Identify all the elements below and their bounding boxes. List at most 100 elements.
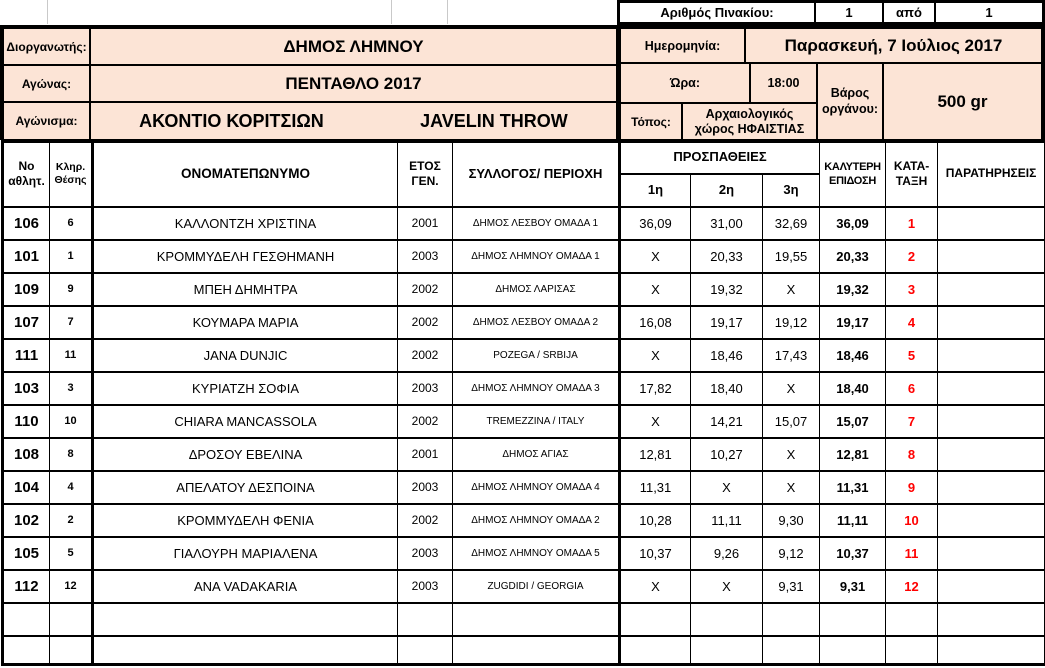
rank: 4 — [885, 304, 939, 340]
draw-position: 11 — [49, 337, 93, 373]
venue-value: Αρχαιολογικός χώρος ΗΦΑΙΣΤΙΑΣ — [682, 103, 817, 140]
col-header-attempt-3: 3η — [761, 172, 821, 208]
col-header-remarks: ΠΑΡΑΤΗΡΗΣΕΙΣ — [937, 140, 1045, 208]
table-row-empty — [2, 601, 1045, 637]
attempt-2: X — [690, 469, 763, 505]
event-name-english: JAVELIN THROW — [420, 110, 568, 131]
draw-position: 9 — [49, 271, 93, 307]
attempt-1: X — [618, 238, 691, 274]
rank: 5 — [885, 337, 939, 373]
implement-weight-value: 500 gr — [883, 63, 1042, 140]
athlete-name — [91, 634, 398, 666]
athlete-number: 101 — [2, 238, 50, 274]
table-row-empty — [2, 634, 1045, 666]
board-of-label: από — [883, 2, 935, 23]
board-total-value: 1 — [935, 2, 1043, 23]
attempt-3: 19,12 — [761, 304, 821, 340]
remarks — [937, 304, 1045, 340]
birth-year — [397, 634, 453, 666]
birth-year: 2002 — [397, 304, 453, 340]
rank: 1 — [885, 205, 939, 241]
rank: 6 — [885, 370, 939, 406]
draw-position: 8 — [49, 436, 93, 472]
athlete-name — [91, 601, 398, 637]
athlete-number: 110 — [2, 403, 50, 439]
attempt-3: 9,12 — [761, 535, 821, 571]
best-performance: 9,31 — [819, 568, 887, 604]
athlete-name: ΚΡΟΜΜΥΔΕΛΗ ΓΕΣΘΗΜΑΝΗ — [91, 238, 398, 274]
athlete-name: ΜΠΕΗ ΔΗΜΗΤΡΑ — [91, 271, 398, 307]
club-region: ΔΗΜΟΣ ΑΓΙΑΣ — [452, 436, 620, 472]
remarks — [937, 370, 1045, 406]
athlete-number: 103 — [2, 370, 50, 406]
attempt-2: 19,32 — [690, 271, 763, 307]
attempt-3: 9,31 — [761, 568, 821, 604]
club-region: ΔΗΜΟΣ ΛΑΡΙΣΑΣ — [452, 271, 620, 307]
best-performance: 12,81 — [819, 436, 887, 472]
attempt-2: 20,33 — [690, 238, 763, 274]
col-header-birth-year: ΕΤΟΣ ΓΕΝ. — [397, 140, 453, 208]
draw-position: 3 — [49, 370, 93, 406]
table-subheader-row: 1η 2η 3η — [3, 172, 1045, 208]
birth-year: 2002 — [397, 337, 453, 373]
athlete-number — [2, 634, 50, 666]
best-performance: 15,07 — [819, 403, 887, 439]
attempt-3: 32,69 — [761, 205, 821, 241]
time-value: 18:00 — [750, 63, 817, 103]
athlete-name: ΓΙΑΛΟΥΡΗ ΜΑΡΙΑΛΕΝΑ — [91, 535, 398, 571]
attempt-2: 10,27 — [690, 436, 763, 472]
table-row: 106 6 ΚΑΛΛΟΝΤΖΗ ΧΡΙΣΤΙΝΑ 2001 ΔΗΜΟΣ ΛΕΣΒΟΥ Ο… — [2, 205, 1045, 241]
club-region — [452, 601, 620, 637]
competition-label: Αγώνας: — [3, 65, 90, 102]
attempt-2: 18,40 — [690, 370, 763, 406]
attempt-2: 9,26 — [690, 535, 763, 571]
club-region: ΔΗΜΟΣ ΛΗΜΝΟΥ ΟΜΑΔΑ 1 — [452, 238, 620, 274]
implement-weight-label: Βάρος οργάνου: — [817, 63, 883, 140]
rank: 11 — [885, 535, 939, 571]
rank: 3 — [885, 271, 939, 307]
birth-year: 2003 — [397, 535, 453, 571]
athlete-number: 109 — [2, 271, 50, 307]
club-region: ΔΗΜΟΣ ΛΗΜΝΟΥ ΟΜΑΔΑ 5 — [452, 535, 620, 571]
remarks — [937, 436, 1045, 472]
athlete-number — [2, 601, 50, 637]
board-number-value: 1 — [815, 2, 883, 23]
birth-year: 2002 — [397, 271, 453, 307]
athlete-number: 104 — [2, 469, 50, 505]
table-row: 104 4 ΑΠΕΛΑΤΟΥ ΔΕΣΠΟΙΝΑ 2003 ΔΗΜΟΣ ΛΗΜΝΟΥ ΟΜ… — [2, 469, 1045, 505]
best-performance: 20,33 — [819, 238, 887, 274]
athlete-name: ANA VADAKARIA — [91, 568, 398, 604]
attempt-2: 11,11 — [690, 502, 763, 538]
gridline — [391, 0, 392, 24]
rank — [885, 601, 939, 637]
remarks — [937, 271, 1045, 307]
remarks — [937, 634, 1045, 666]
remarks — [937, 337, 1045, 373]
athlete-name: CHIARA MANCASSOLA — [91, 403, 398, 439]
best-performance: 18,40 — [819, 370, 887, 406]
attempt-2: 18,46 — [690, 337, 763, 373]
attempt-2: 19,17 — [690, 304, 763, 340]
table-row: 112 12 ANA VADAKARIA 2003 ZUGDIDI / GEORGIA X… — [2, 568, 1045, 604]
draw-position — [49, 601, 93, 637]
athlete-name: JANA DUNJIC — [91, 337, 398, 373]
attempt-2: X — [690, 568, 763, 604]
event-header-right: Ημερομηνία: Παρασκευή, 7 Ιούλιος 2017 Ώρ… — [617, 25, 1045, 140]
attempt-3: 15,07 — [761, 403, 821, 439]
club-region: ΔΗΜΟΣ ΛΗΜΝΟΥ ΟΜΑΔΑ 2 — [452, 502, 620, 538]
event-name-greek: ΑΚΟΝΤΙΟ ΚΟΡΙΤΣΙΩΝ — [139, 110, 324, 131]
attempt-3: 19,55 — [761, 238, 821, 274]
attempt-3: 17,43 — [761, 337, 821, 373]
attempt-2 — [690, 634, 763, 666]
athlete-number: 111 — [2, 337, 50, 373]
col-header-best-performance: ΚΑΛΥΤΕΡΗ ΕΠΙΔΟΣΗ — [819, 140, 887, 208]
birth-year: 2001 — [397, 205, 453, 241]
athlete-number: 105 — [2, 535, 50, 571]
table-header-row: Νο αθλητ. Κληρ. Θέσης ΟΝΟΜΑΤΕΠΩΝΥΜΟ ΕΤΟΣ… — [2, 140, 1045, 208]
remarks — [937, 601, 1045, 637]
attempt-3: X — [761, 469, 821, 505]
rank: 8 — [885, 436, 939, 472]
remarks — [937, 205, 1045, 241]
remarks — [937, 469, 1045, 505]
